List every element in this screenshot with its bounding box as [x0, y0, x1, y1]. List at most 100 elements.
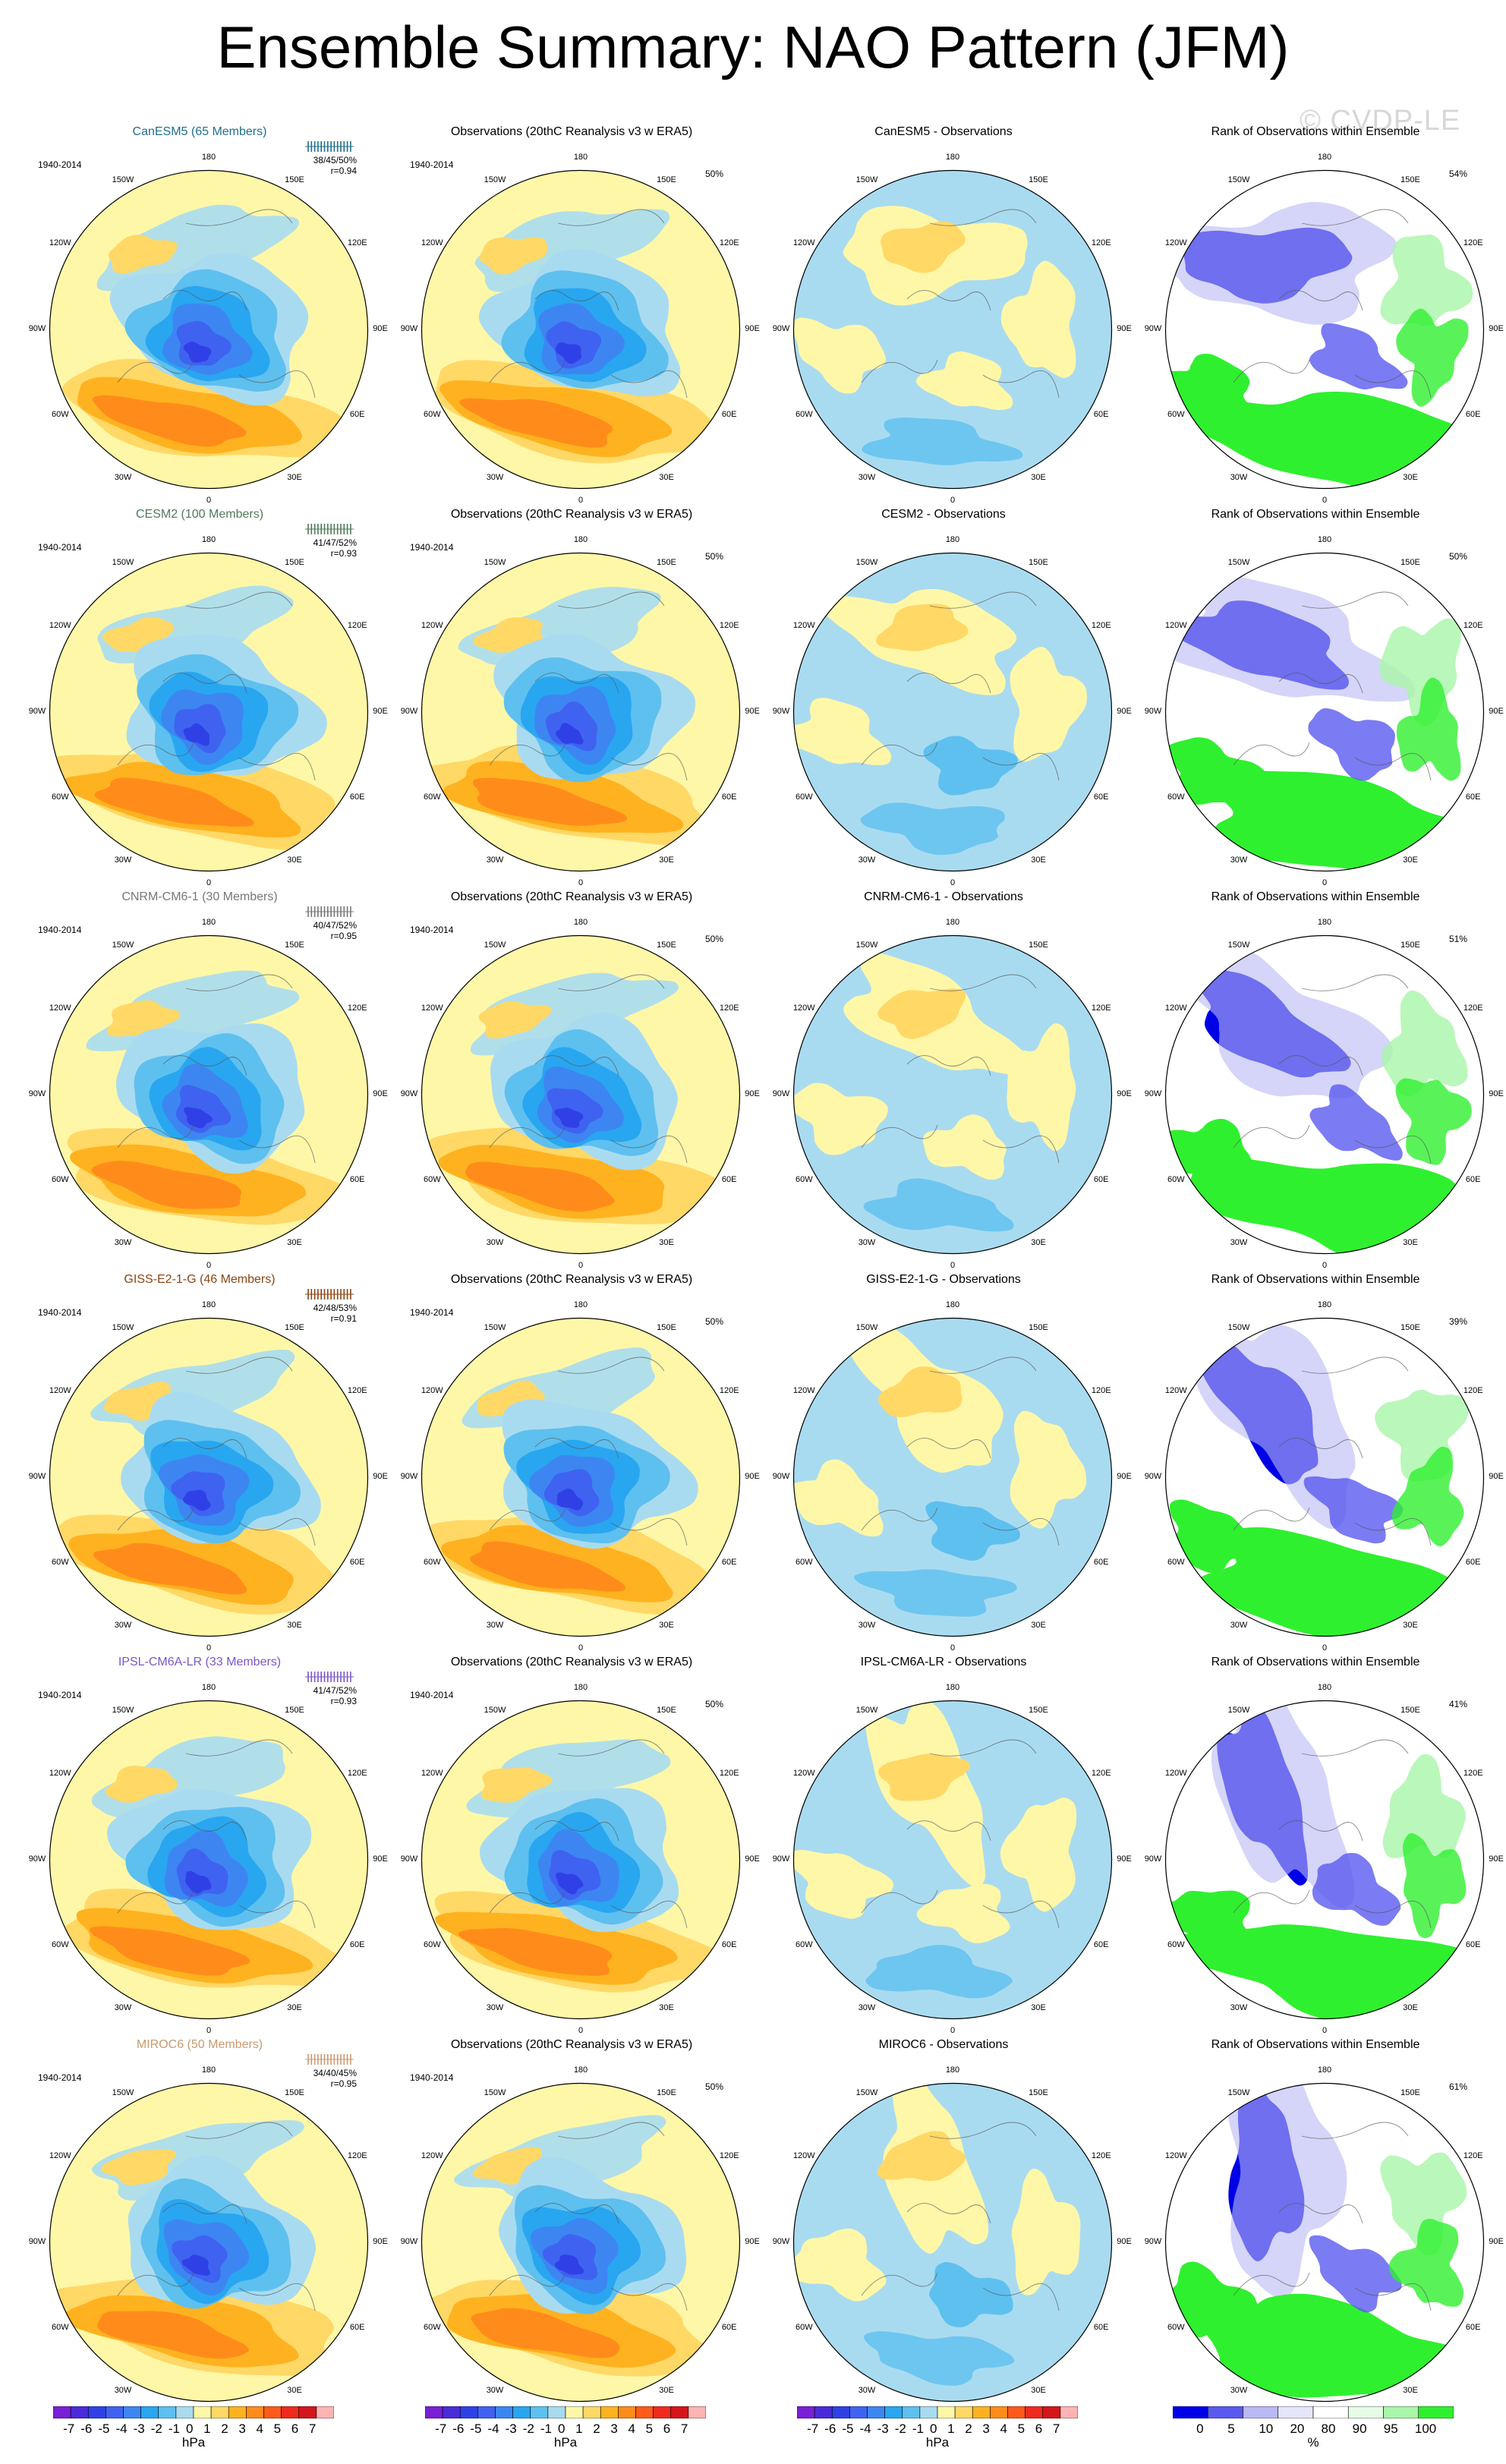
longitude-label: 90W — [400, 324, 418, 333]
longitude-label: 90E — [1489, 1472, 1504, 1481]
longitude-label: 30W — [486, 2002, 504, 2012]
longitude-label: 30E — [287, 472, 302, 482]
longitude-label: 60E — [1465, 1558, 1481, 1567]
longitude-label: 120W — [792, 1386, 815, 1395]
longitude-label: 120W — [792, 1769, 815, 1778]
longitude-label: 150E — [1029, 1706, 1048, 1716]
longitude-label: 150W — [484, 558, 506, 568]
panel-title: Observations (20thC Reanalysis v3 w ERA5… — [450, 125, 693, 138]
longitude-label: 30W — [114, 1237, 132, 1247]
longitude-label: 120W — [1164, 2151, 1187, 2160]
longitude-label: 30W — [486, 472, 504, 482]
longitude-label: 0 — [1322, 2026, 1328, 2035]
colorbar-tick-label: 5 — [645, 2421, 654, 2436]
longitude-label: 150E — [285, 1323, 304, 1333]
colorbar-swatch — [1060, 2406, 1079, 2419]
longitude-label: 120W — [1164, 238, 1187, 247]
model-panel: CESM2 (100 Members) 1940-2014 41/47/52% r=0… — [14, 504, 388, 887]
colorbar-swatch — [158, 2406, 177, 2419]
longitude-label: 60W — [795, 1175, 813, 1184]
longitude-label: 0 — [206, 496, 212, 505]
longitude-label: 30W — [486, 1237, 504, 1247]
colorbar-swatch — [618, 2406, 636, 2419]
longitude-label: 30E — [659, 855, 674, 865]
polar-map — [421, 934, 741, 1255]
colorbar-swatches — [796, 2406, 1079, 2419]
longitude-label: 60E — [1465, 2323, 1481, 2332]
longitude-label: 150E — [285, 558, 304, 568]
pattern-correlation: r=0.95 — [330, 931, 357, 941]
longitude-label: 60W — [423, 792, 441, 802]
colorbar-swatch — [246, 2406, 264, 2419]
percent-range: 41/47/52% — [313, 537, 357, 548]
longitude-label: 0 — [950, 878, 956, 887]
polar-map — [1164, 169, 1485, 490]
longitude-label: 30E — [1031, 1237, 1046, 1247]
longitude-label: 90E — [745, 1854, 760, 1864]
longitude-label: 90W — [772, 1089, 790, 1098]
longitude-label: 120W — [1164, 1004, 1187, 1013]
longitude-label: 120W — [421, 621, 443, 630]
longitude-label: 150W — [112, 558, 134, 568]
difference-panel: MIROC6 - Observations 180 150E 120E 90E 60E 30… — [758, 2034, 1132, 2418]
longitude-label: 120E — [347, 238, 367, 247]
panel-title: Observations (20thC Reanalysis v3 w ERA5… — [450, 890, 693, 903]
colorbar-swatches — [52, 2406, 335, 2419]
longitude-label: 30W — [858, 472, 876, 482]
longitude-label: 120W — [49, 238, 71, 247]
colorbar-unit: hPa — [925, 2435, 950, 2450]
longitude-label: 30W — [486, 2385, 504, 2395]
pattern-stats: 38/45/50% r=0.94 — [266, 155, 357, 176]
colorbar-tick-label: 4 — [256, 2421, 263, 2436]
longitude-label: 60W — [51, 792, 69, 802]
longitude-label: 90E — [745, 707, 760, 716]
longitude-label: 60E — [721, 1558, 737, 1567]
longitude-label: 60W — [1167, 2323, 1185, 2332]
colorbar-tick-label: -4 — [115, 2421, 128, 2436]
longitude-label: 150E — [1029, 2088, 1048, 2098]
colorbar-tick-label: -6 — [80, 2421, 93, 2436]
longitude-label: 120W — [421, 238, 443, 247]
longitude-label: 90E — [1117, 1089, 1132, 1098]
observations-panel: Observations (20thC Reanalysis v3 w ERA5… — [386, 121, 760, 505]
longitude-label: 90E — [1117, 324, 1132, 333]
difference-panel: GISS-E2-1-G - Observations 180 150E 120E 90E… — [758, 1269, 1132, 1653]
period-label: 1940-2014 — [38, 925, 82, 935]
panel-title: Rank of Observations within Ensemble — [1211, 1273, 1420, 1286]
longitude-label: 30E — [659, 1237, 674, 1247]
longitude-label: 120W — [421, 2151, 443, 2160]
polar-map — [1164, 934, 1485, 1255]
longitude-label: 120W — [1164, 621, 1187, 630]
colorbar-swatch — [600, 2406, 619, 2419]
colorbar-tick-label: -7 — [807, 2421, 819, 2436]
longitude-label: 30W — [486, 855, 504, 865]
longitude-label: 120W — [421, 1004, 443, 1013]
rank-percent: 41% — [1448, 1699, 1467, 1709]
longitude-label: 30E — [287, 2385, 302, 2395]
colorbar-swatch — [298, 2406, 317, 2419]
longitude-label: 120E — [1091, 1769, 1111, 1778]
model-panel: IPSL-CM6A-LR (33 Members) 1940-2014 41/47/… — [14, 1652, 388, 2035]
longitude-label: 150W — [484, 1323, 506, 1333]
colorbar-swatch — [867, 2406, 885, 2419]
colorbar-tick-label: 1 — [947, 2421, 955, 2436]
longitude-label: 30W — [858, 855, 876, 865]
colorbar-hpa-model: -7 -6 -5 -4 -3 -2 -1 0 1 2 3 4 5 6 7 hPa — [52, 2406, 335, 2452]
colorbar-swatch — [316, 2406, 335, 2419]
colorbar-swatch — [106, 2406, 124, 2419]
ensemble-spread-marker — [305, 1672, 354, 1682]
polar-map — [792, 1700, 1113, 2020]
colorbar-tick-label: 90 — [1352, 2421, 1367, 2436]
colorbar-tick-label: 100 — [1414, 2421, 1437, 2436]
colorbar-swatch — [263, 2406, 282, 2419]
longitude-label: 120W — [49, 1004, 71, 1013]
observations-panel: Observations (20thC Reanalysis v3 w ERA5… — [386, 504, 760, 887]
colorbar-tick-label: 6 — [291, 2421, 299, 2436]
longitude-label: 180 — [945, 918, 960, 927]
longitude-label: 150E — [657, 1323, 676, 1333]
colorbar-tick-label: -3 — [877, 2421, 889, 2436]
longitude-label: 150E — [1029, 558, 1048, 568]
model-panel: CanESM5 (65 Members) 1940-2014 38/45/50% r=… — [14, 121, 388, 505]
longitude-label: 90E — [1489, 2237, 1504, 2246]
colorbar-swatch — [902, 2406, 921, 2419]
